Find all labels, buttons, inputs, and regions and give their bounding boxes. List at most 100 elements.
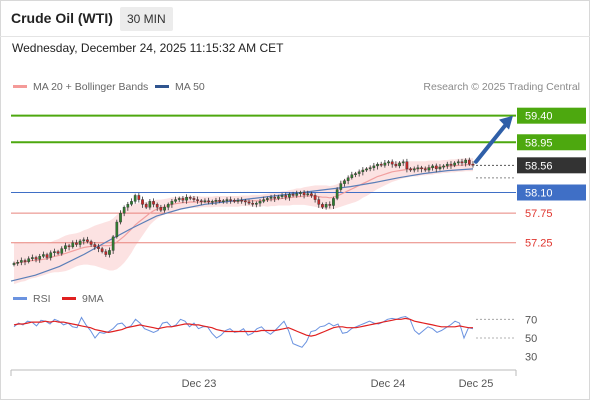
candle-body [398, 162, 401, 167]
candle [306, 190, 310, 197]
candle-body [115, 221, 119, 238]
level-label-58.10: 58.10 [525, 188, 553, 200]
x-axis-label-dec-25: Dec 25 [459, 378, 494, 390]
candle [324, 201, 328, 210]
candle [115, 219, 119, 239]
candle-body [449, 163, 453, 166]
candle-body [243, 200, 247, 203]
bollinger-band [14, 158, 473, 285]
candle [218, 197, 221, 204]
candle-body [86, 239, 89, 242]
candle-body [317, 199, 321, 205]
candle-body [416, 167, 420, 170]
candle [262, 196, 266, 204]
candle-body [339, 183, 343, 190]
candle [23, 258, 27, 266]
candle [78, 239, 82, 248]
candle [269, 194, 273, 202]
candle [38, 253, 42, 263]
candle [412, 166, 416, 173]
candle [383, 160, 387, 168]
candle-body [199, 200, 203, 202]
candle-body [464, 159, 467, 164]
candle-body [122, 207, 126, 214]
candle [188, 195, 192, 201]
candle-body [277, 196, 280, 199]
candle [34, 255, 38, 263]
candle-body [427, 167, 431, 171]
candle-body [368, 167, 372, 170]
candle-body [185, 197, 188, 201]
candle [317, 196, 321, 208]
candle-body [148, 201, 152, 208]
candle [427, 164, 431, 173]
candle-body [409, 168, 412, 171]
timeframe-button[interactable]: 30 MIN [120, 7, 173, 31]
candle-body [266, 198, 269, 200]
candle-body [137, 195, 141, 200]
candle-body [163, 207, 166, 211]
candle [192, 196, 196, 202]
candle [185, 194, 188, 204]
ma9-legend-label: 9MA [82, 293, 104, 305]
candle [232, 198, 236, 204]
candle-body [104, 251, 108, 255]
candle [302, 190, 306, 199]
candle-body [133, 195, 137, 202]
candle [277, 194, 280, 201]
level-label-59.40: 59.40 [525, 111, 553, 123]
candle-body [310, 193, 313, 196]
candle [460, 158, 464, 166]
level-label-57.75: 57.75 [525, 208, 553, 220]
candle [266, 196, 269, 202]
candle-body [291, 194, 295, 196]
candle-body [45, 254, 49, 258]
candle-body [247, 201, 251, 204]
candle-body [82, 239, 86, 242]
candle-body [361, 169, 365, 173]
candle [236, 197, 240, 204]
candle-body [31, 257, 34, 259]
candle-body [155, 204, 159, 208]
candle-body [71, 242, 75, 248]
candle [405, 158, 409, 173]
candle [104, 249, 108, 257]
candle [119, 210, 122, 225]
candle [332, 196, 335, 210]
candle [97, 243, 100, 253]
candle-body [284, 195, 288, 198]
candle [445, 161, 449, 169]
candle [258, 199, 262, 207]
candle-body [350, 174, 354, 178]
candle-body [97, 246, 100, 249]
candle [141, 196, 144, 208]
candle [240, 197, 244, 204]
candle [372, 162, 376, 171]
candle [181, 196, 185, 204]
candle-body [412, 168, 416, 171]
candle [339, 180, 343, 192]
ma20-line [13, 164, 473, 264]
candle-body [431, 165, 434, 168]
candle-body [93, 244, 97, 248]
level-label-58.95: 58.95 [525, 137, 553, 149]
candle-body [357, 171, 361, 174]
candle-body [207, 200, 210, 203]
candle-body [321, 204, 324, 208]
candle [75, 239, 78, 247]
candle [453, 161, 456, 168]
candle-body [456, 161, 460, 164]
candle-body [174, 199, 177, 202]
candle-body [229, 199, 232, 201]
candle-body [152, 201, 155, 205]
candle-body [394, 163, 398, 167]
candle [394, 161, 398, 168]
ma50-legend-label: MA 50 [175, 81, 205, 93]
candle-body [170, 201, 174, 205]
candle-body [78, 240, 82, 245]
candle [273, 194, 277, 202]
candle-body [328, 204, 332, 206]
candle [16, 259, 20, 266]
candle-body [166, 204, 170, 208]
